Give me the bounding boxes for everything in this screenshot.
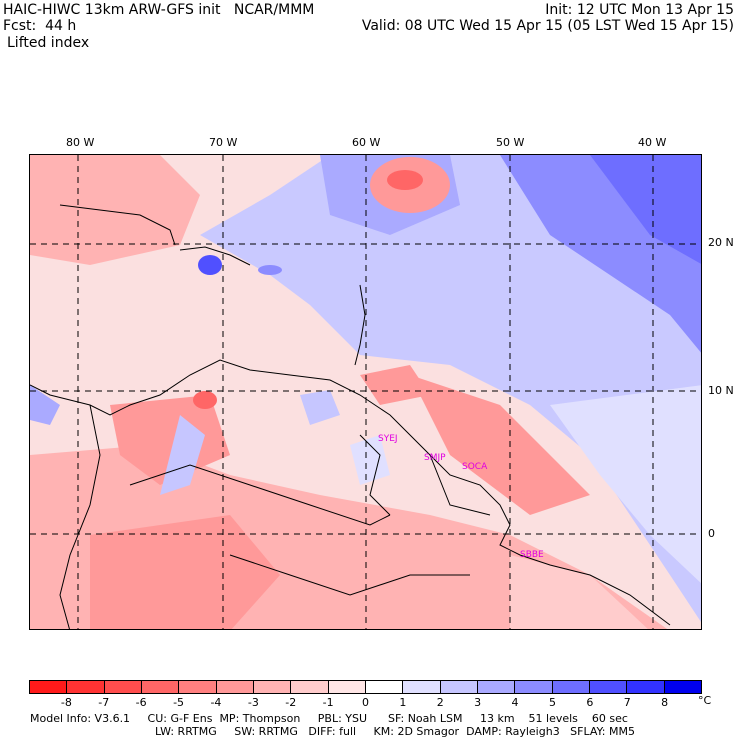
lon-label-80w: 80 W <box>66 136 95 149</box>
lon-label-40w: 40 W <box>638 136 667 149</box>
colorbar-tick-label: -6 <box>135 696 147 709</box>
lon-label-50w: 50 W <box>496 136 525 149</box>
colorbar-tick-label: -3 <box>247 696 259 709</box>
valid-time: Valid: 08 UTC Wed 15 Apr 15 (05 LST Wed … <box>361 18 734 34</box>
colorbar-box <box>30 681 68 693</box>
colorbar-tick-label: 4 <box>511 696 519 709</box>
colorbar-tick-label: 8 <box>661 696 669 709</box>
lat-label-20n: 20 N <box>708 236 734 249</box>
lon-label-60w: 60 W <box>352 136 381 149</box>
colorbar-box <box>589 681 628 693</box>
colorbar-box <box>216 681 254 693</box>
colorbar-tick-label: 7 <box>623 696 631 709</box>
colorbar-box <box>440 681 478 693</box>
colorbar-tick-label: 5 <box>548 696 556 709</box>
model-title: HAIC-HIWC 13km ARW-GFS init NCAR/MMM <box>3 2 315 18</box>
colorbar-tick-label: 3 <box>474 696 482 709</box>
station-sbbe: SBBE <box>520 550 544 560</box>
lifted-index-colorbar <box>29 680 702 694</box>
colorbar-tick-label: 6 <box>586 696 594 709</box>
lon-label-70w: 70 W <box>209 136 238 149</box>
station-soca: SOCA <box>462 462 488 472</box>
colorbar-box <box>552 681 590 693</box>
colorbar-tick-label: -7 <box>98 696 110 709</box>
model-info-line-2: LW: RRTMG SW: RRTMG DIFF: full KM: 2D Sm… <box>155 725 635 738</box>
colorbar-box <box>365 681 404 693</box>
colorbar-tick-label: -2 <box>285 696 297 709</box>
station-smjp: SMJP <box>424 453 446 463</box>
station-syej: SYEJ <box>378 434 398 444</box>
forecast-hour: Fcst: 44 h <box>3 18 77 34</box>
map-field <box>30 155 701 629</box>
colorbar-box <box>403 681 441 693</box>
colorbar-tick-label: -5 <box>173 696 185 709</box>
colorbar-box <box>253 681 292 693</box>
colorbar-box <box>67 681 105 693</box>
lifted-index-map: SYEJ SMJP SOCA SBBE <box>29 154 702 630</box>
colorbar-box <box>104 681 142 693</box>
colorbar-tick-label: 2 <box>436 696 444 709</box>
colorbar-box <box>179 681 217 693</box>
colorbar-tick-label: -1 <box>322 696 334 709</box>
colorbar-box <box>627 681 665 693</box>
colorbar-tick-label: 1 <box>399 696 407 709</box>
init-time: Init: 12 UTC Mon 13 Apr 15 <box>545 2 734 18</box>
colorbar-tick-label: -4 <box>210 696 222 709</box>
colorbar-box <box>515 681 553 693</box>
colorbar-box <box>141 681 180 693</box>
model-info-line-1: Model Info: V3.6.1 CU: G-F Ens MP: Thomp… <box>30 712 628 725</box>
lat-label-10n: 10 N <box>708 384 734 397</box>
field-name: Lifted index <box>7 35 90 51</box>
colorbar-tick-label: 0 <box>362 696 369 709</box>
colorbar-box <box>664 681 701 693</box>
colorbar-unit: °C <box>698 694 712 707</box>
colorbar-box <box>477 681 516 693</box>
colorbar-tick-label: -8 <box>60 696 72 709</box>
colorbar-box <box>291 681 329 693</box>
lat-label-0: 0 <box>708 527 715 540</box>
colorbar-box <box>328 681 366 693</box>
